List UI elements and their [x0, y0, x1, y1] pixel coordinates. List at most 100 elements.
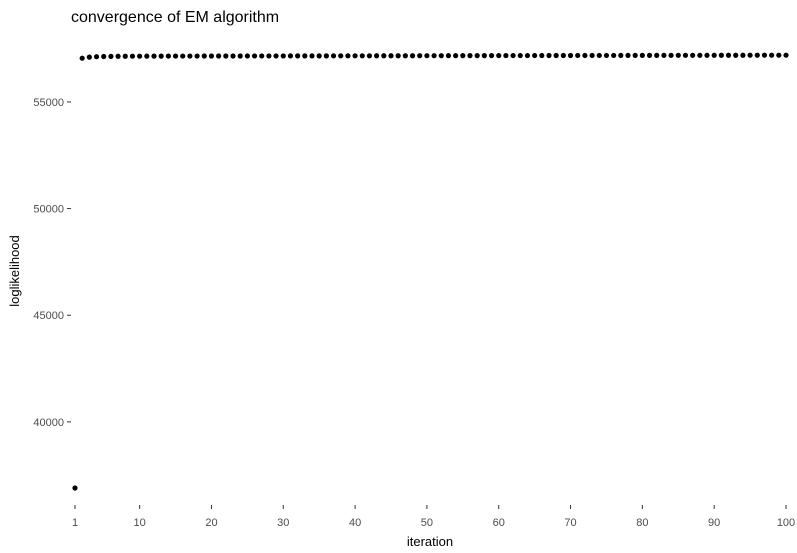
y-tick-label: 45000 [33, 310, 64, 322]
y-tick-label: 50000 [33, 204, 64, 216]
data-point [639, 52, 645, 58]
data-point [259, 53, 265, 59]
data-point [295, 53, 301, 59]
data-point [481, 53, 487, 59]
data-point [747, 52, 753, 58]
x-tick-label: 40 [349, 517, 361, 529]
data-point [718, 52, 724, 58]
data-point [172, 53, 179, 59]
data-point [86, 54, 92, 60]
plot-points [72, 52, 789, 491]
data-point [409, 53, 416, 59]
data-point [618, 52, 624, 59]
data-point [158, 53, 164, 59]
data-point [517, 52, 523, 59]
data-point [115, 53, 121, 59]
data-point [467, 53, 473, 59]
data-point [582, 52, 588, 59]
data-point [273, 53, 279, 59]
data-point [438, 53, 444, 59]
x-tick-label: 10 [134, 517, 146, 529]
data-point [345, 53, 351, 59]
data-point [366, 53, 373, 59]
data-point [524, 52, 531, 59]
chart-title: convergence of EM algorithm [71, 9, 279, 26]
data-point [603, 52, 610, 59]
data-point [697, 52, 703, 58]
x-tick-label: 90 [708, 517, 720, 529]
data-point [474, 53, 480, 59]
data-point [402, 53, 408, 59]
data-point [129, 53, 136, 59]
data-point [675, 52, 681, 58]
data-point [690, 52, 696, 58]
data-point [783, 52, 789, 58]
x-axis-title: iteration [407, 534, 453, 549]
x-tick-label: 80 [636, 517, 648, 529]
data-point [93, 54, 100, 60]
data-point [287, 53, 294, 59]
data-point [352, 53, 358, 59]
data-point [359, 53, 365, 59]
data-point [330, 53, 337, 59]
data-point [266, 53, 272, 59]
data-point [302, 53, 308, 59]
data-point [338, 53, 344, 59]
data-point [151, 53, 157, 59]
data-point [122, 53, 128, 59]
data-point [646, 52, 653, 58]
data-point [539, 52, 545, 59]
data-point [596, 52, 602, 59]
data-point [453, 53, 459, 59]
data-point [417, 53, 423, 59]
data-point [108, 53, 114, 59]
data-point [611, 52, 617, 59]
data-point [388, 53, 394, 59]
data-point [72, 485, 78, 491]
data-point [546, 52, 552, 59]
x-axis: 1 10 20 30 40 50 60 70 80 90 100 [72, 505, 795, 529]
data-point [733, 52, 739, 58]
x-tick-label: 30 [277, 517, 289, 529]
data-point [431, 53, 437, 59]
x-tick-label: 50 [421, 517, 433, 529]
data-point [632, 52, 638, 58]
data-point [496, 52, 502, 59]
data-point [101, 53, 107, 60]
data-point [395, 53, 401, 59]
data-point [725, 52, 732, 58]
data-point [280, 53, 286, 59]
data-point [761, 52, 768, 58]
data-point [503, 52, 509, 59]
x-tick-label: 20 [205, 517, 217, 529]
data-point [532, 52, 538, 59]
data-point [216, 53, 222, 59]
data-point [237, 53, 243, 59]
data-point [776, 52, 782, 58]
x-tick-label: 1 [72, 517, 78, 529]
data-point [424, 53, 430, 59]
data-point [309, 53, 315, 59]
data-point [589, 52, 595, 59]
data-point [223, 53, 229, 59]
data-point [510, 52, 516, 59]
data-point [654, 52, 660, 58]
data-point [79, 55, 85, 61]
data-point [251, 53, 258, 59]
data-point [316, 53, 322, 59]
x-tick-label: 70 [564, 517, 576, 529]
x-tick-label: 60 [493, 517, 505, 529]
y-tick-label: 55000 [33, 97, 64, 109]
data-point [668, 52, 674, 58]
data-point [704, 52, 710, 58]
data-point [769, 52, 775, 58]
data-point [194, 53, 200, 59]
y-axis-title: loglikelihood [7, 235, 22, 307]
data-point [137, 53, 143, 59]
data-point [754, 52, 760, 58]
data-point [244, 53, 250, 59]
data-point [374, 53, 380, 59]
data-point [208, 53, 215, 59]
data-point [560, 52, 566, 59]
